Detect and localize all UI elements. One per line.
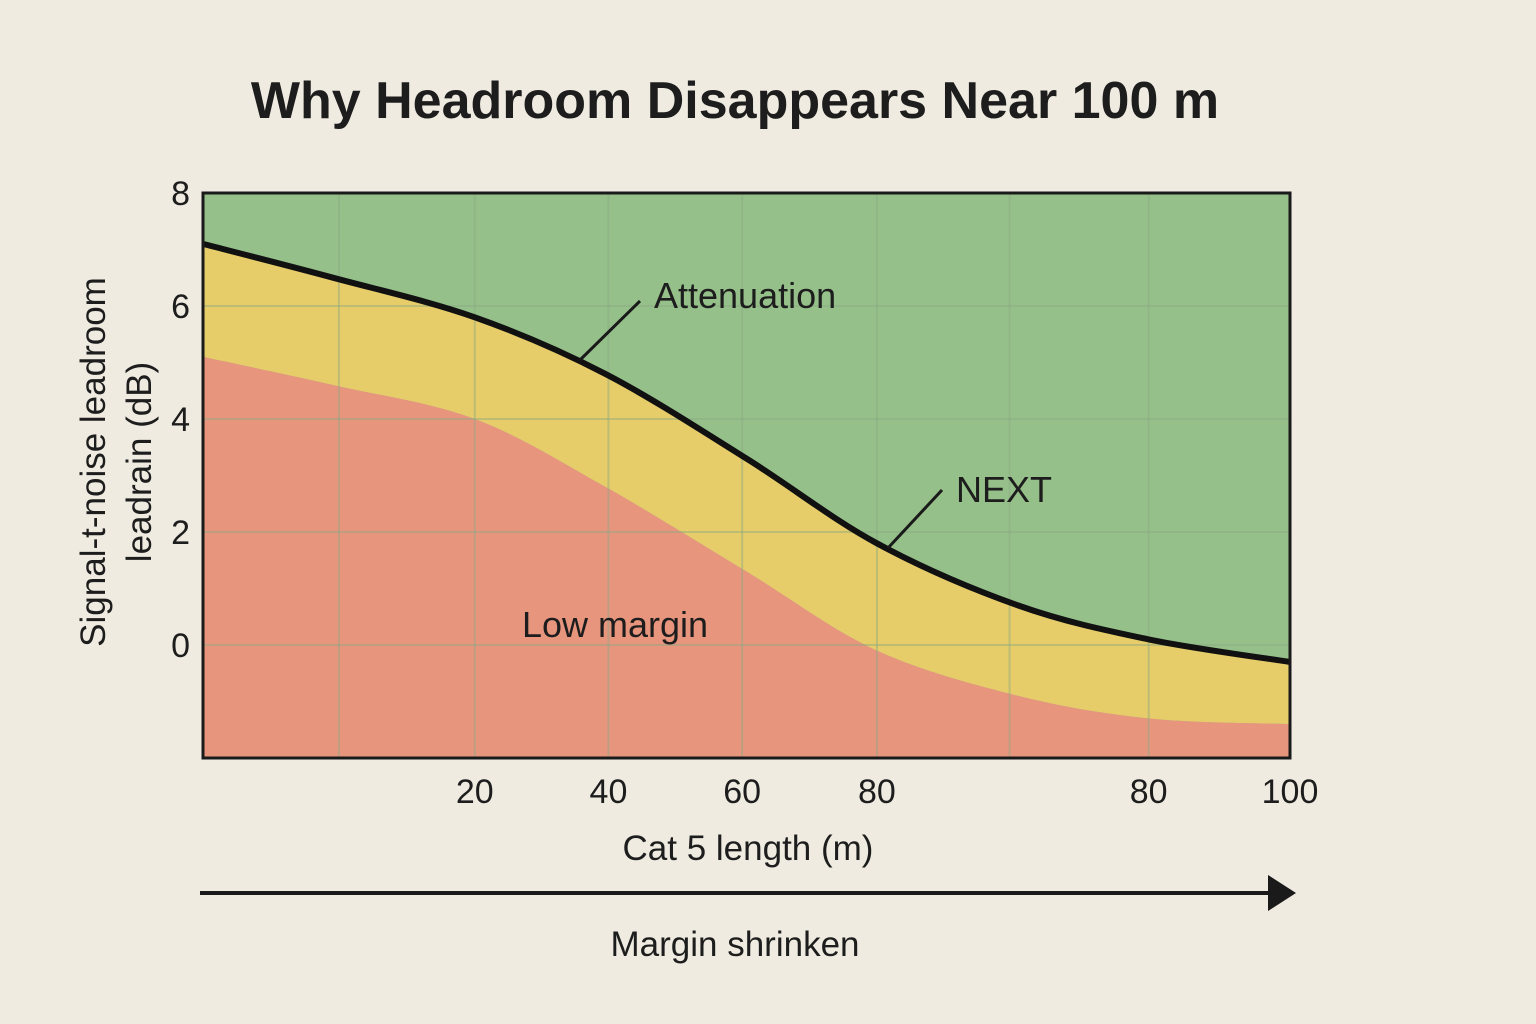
- y-axis-label: Signal-t-noise leadroom leadrain (dB): [74, 277, 159, 647]
- low-margin-zone: [203, 356, 1290, 758]
- y-tick-label: 2: [171, 514, 190, 552]
- y-tick-label: 6: [171, 288, 190, 326]
- x-tick-label: 40: [590, 773, 628, 811]
- y-tick-label: 0: [171, 627, 190, 665]
- plot-frame: [201, 191, 1292, 760]
- y-axis-label-line-1: Signal-t-noise leadroom: [74, 277, 113, 647]
- x-tick-label: 100: [1262, 773, 1319, 811]
- margin-arrow-head-icon: [1268, 875, 1296, 911]
- x-tick-label: 20: [456, 773, 494, 811]
- mid-margin-zone: [203, 243, 1290, 725]
- low-margin-label: Low margin: [522, 604, 708, 645]
- y-axis-label-line-2: leadrain (dB): [120, 362, 159, 562]
- next-label: NEXT: [956, 469, 1052, 510]
- next-curve: [202, 240, 1291, 665]
- x-axis-ticks: 20 40 60 80 80 100: [456, 773, 1319, 811]
- x-tick-label: 80: [858, 773, 896, 811]
- y-tick-label: 4: [171, 401, 190, 439]
- attenuation-label: Attenuation: [654, 275, 836, 316]
- x-axis-label: Cat 5 length (m): [623, 829, 874, 868]
- chart-title: Why Headroom Disappears Near 100 m: [251, 72, 1219, 130]
- x-tick-label: 80: [1130, 773, 1168, 811]
- attenuation-leader-line: [578, 299, 642, 362]
- margin-arrow-label: Margin shrinken: [611, 925, 860, 964]
- y-tick-label: 8: [171, 175, 190, 213]
- y-axis-ticks: 0 2 4 6 8: [171, 175, 190, 665]
- x-tick-label: 60: [723, 773, 761, 811]
- next-leader-line: [886, 488, 944, 550]
